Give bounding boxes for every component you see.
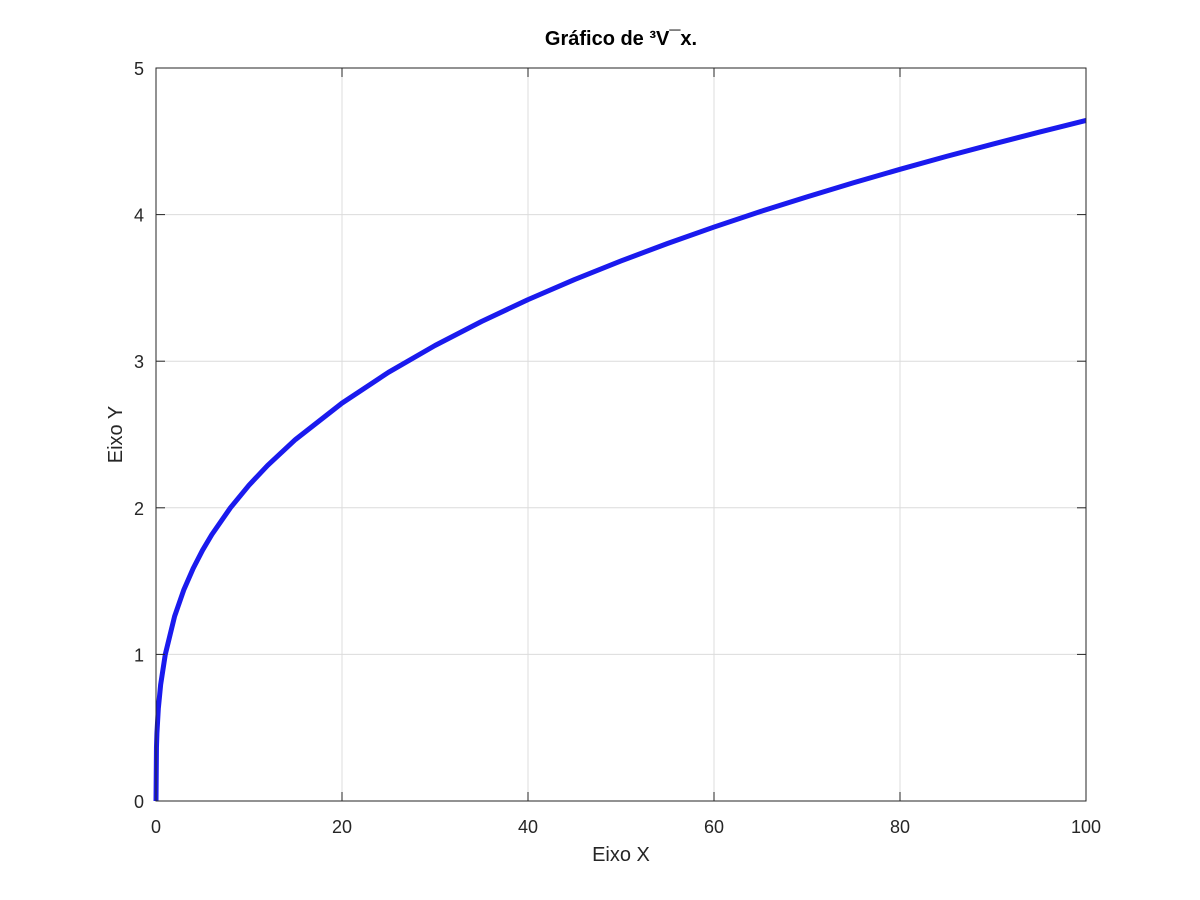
y-axis-label: Eixo Y <box>105 406 127 463</box>
axes-box <box>155 67 1087 802</box>
series-line <box>153 118 1087 802</box>
x-tick-label: 100 <box>1071 817 1101 837</box>
x-axis-label: Eixo X <box>592 844 650 866</box>
y-tick-label: 4 <box>134 206 144 226</box>
y-tick-label: 0 <box>134 792 144 812</box>
chart-title: Gráfico de ³V¯x. <box>545 28 697 50</box>
x-tick-label: 40 <box>518 817 538 837</box>
ticks: 0 20 40 60 80 100 0 1 2 3 4 5 <box>134 59 1101 837</box>
y-tick-label: 5 <box>134 59 144 79</box>
y-tick-label: 2 <box>134 499 144 519</box>
y-tick-label: 3 <box>134 352 144 372</box>
grid <box>155 67 1087 802</box>
x-tick-label: 80 <box>890 817 910 837</box>
y-tick-label: 1 <box>134 645 144 665</box>
plot-area <box>156 68 1086 801</box>
series-layer <box>153 118 1087 802</box>
x-tick-label: 20 <box>332 817 352 837</box>
x-tick-label: 0 <box>151 817 161 837</box>
x-tick-label: 60 <box>704 817 724 837</box>
